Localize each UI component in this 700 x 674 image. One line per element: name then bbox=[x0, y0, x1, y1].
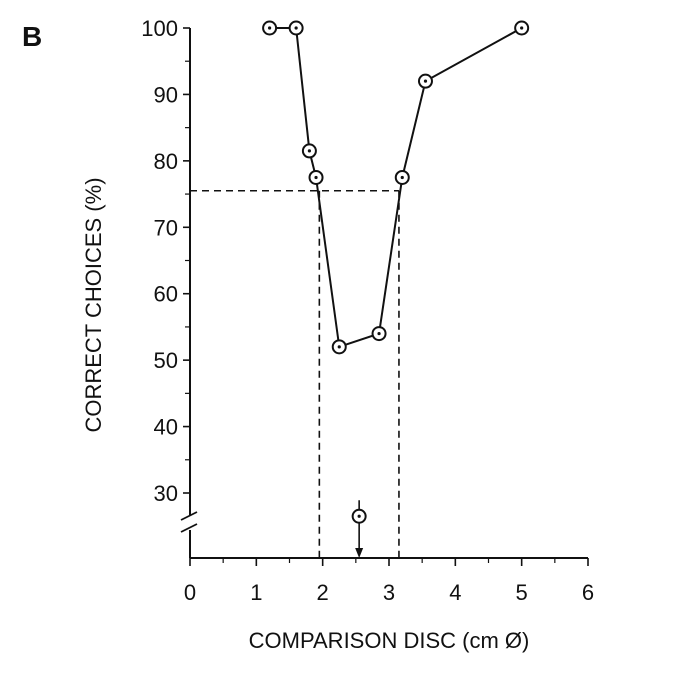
axes: 30 40 50 60 70 80 90 100 0 1 2 3 4 5 6 bbox=[141, 16, 594, 605]
data-point-dot bbox=[268, 26, 272, 30]
data-point bbox=[417, 73, 433, 89]
data-point-dot bbox=[520, 26, 524, 30]
x-tick-label: 3 bbox=[383, 580, 395, 605]
x-tick-label: 6 bbox=[582, 580, 594, 605]
axis-break-mark bbox=[180, 511, 198, 533]
threshold-guides bbox=[190, 189, 400, 558]
data-point-dot bbox=[314, 175, 318, 180]
arrow-head bbox=[355, 548, 364, 558]
training-stimulus bbox=[351, 500, 367, 558]
x-tick-label: 4 bbox=[449, 580, 461, 605]
y-tick-label: 90 bbox=[154, 82, 178, 107]
data-point-dot bbox=[307, 149, 311, 153]
x-tick-label: 5 bbox=[516, 580, 528, 605]
data-point bbox=[331, 339, 347, 355]
x-ticks: 0 1 2 3 4 5 6 bbox=[184, 558, 594, 605]
x-tick-label: 1 bbox=[250, 580, 262, 605]
x-tick-label: 0 bbox=[184, 580, 196, 605]
axis-break-stroke bbox=[180, 511, 198, 521]
y-tick-label: 80 bbox=[154, 149, 178, 174]
x-axis-label: COMPARISON DISC (cm Ø) bbox=[249, 628, 530, 653]
y-tick-label: 100 bbox=[141, 16, 178, 41]
y-tick-label: 40 bbox=[154, 415, 178, 440]
training-point-dot bbox=[357, 514, 361, 518]
y-axis-label: CORRECT CHOICES (%) bbox=[81, 177, 106, 432]
data-series bbox=[262, 20, 530, 355]
y-tick-label: 50 bbox=[154, 348, 178, 373]
data-point bbox=[301, 143, 317, 159]
data-point-dot bbox=[294, 26, 298, 30]
data-point bbox=[371, 326, 387, 342]
data-point bbox=[394, 169, 410, 185]
data-point-dot bbox=[423, 79, 428, 83]
y-tick-label: 30 bbox=[154, 481, 178, 506]
data-point-dot bbox=[377, 331, 381, 336]
data-point bbox=[262, 20, 278, 36]
series-line bbox=[269, 27, 523, 349]
x-tick-label: 2 bbox=[317, 580, 329, 605]
data-point bbox=[514, 20, 530, 36]
data-point bbox=[288, 20, 304, 36]
data-point bbox=[308, 169, 324, 185]
data-point-dot bbox=[337, 345, 341, 349]
data-point-dot bbox=[400, 175, 404, 180]
y-tick-label: 70 bbox=[154, 215, 178, 240]
y-tick-label: 60 bbox=[154, 282, 178, 307]
y-ticks: 30 40 50 60 70 80 90 100 bbox=[141, 16, 190, 506]
panel-label: B bbox=[22, 21, 42, 52]
axis-break-stroke bbox=[180, 523, 198, 533]
